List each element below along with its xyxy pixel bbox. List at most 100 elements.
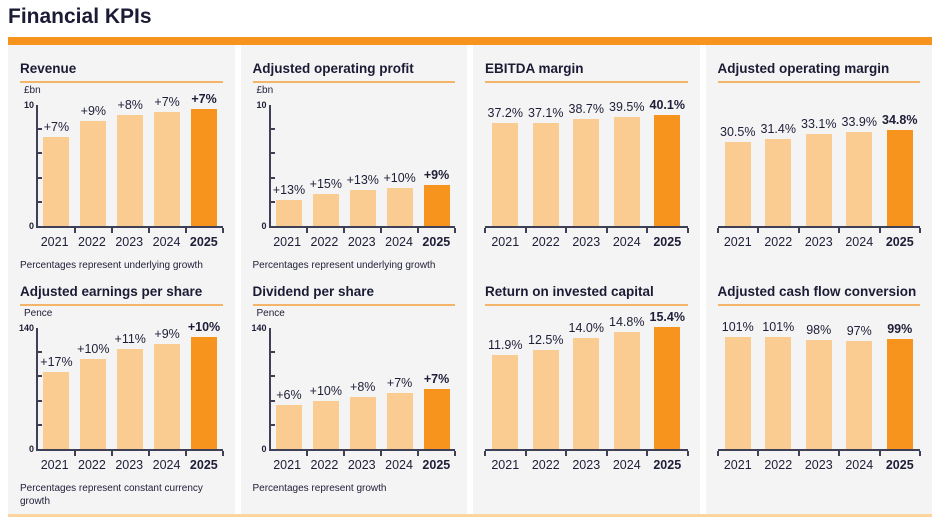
x-axis-tick	[797, 228, 800, 233]
x-axis-tick	[417, 228, 420, 233]
bars-area: +6% +10% +8% +7% +7%	[271, 328, 456, 449]
bar-2023	[573, 338, 600, 449]
bar-2023	[117, 349, 144, 449]
bar-2022	[532, 350, 559, 449]
x-axis-tick	[484, 451, 486, 456]
bar-value-label: +8%	[117, 98, 143, 112]
year-label-2022: 2022	[764, 458, 793, 472]
bar-2025	[423, 185, 450, 226]
bar-value-label: 14.8%	[609, 315, 645, 329]
bar-value-label: 33.9%	[841, 115, 877, 129]
x-axis-tick	[454, 228, 456, 233]
year-labels: 2021 2022 2023 2024 2025	[485, 458, 688, 472]
bar-slot-2024: +7%	[381, 376, 418, 449]
bars-area: +7% +9% +8% +7% +7%	[38, 92, 223, 226]
x-axis-tick	[716, 228, 719, 233]
chart-title-rule	[252, 81, 455, 83]
bar-2024	[613, 332, 640, 449]
chart-footnote: Percentages represent growth	[252, 483, 387, 494]
x-axis-tick	[878, 451, 881, 456]
bar-slot-2025: +7%	[418, 372, 455, 449]
bar-value-label: 40.1%	[649, 98, 685, 112]
chart-title-rule	[717, 304, 920, 306]
year-label-2021: 2021	[723, 458, 752, 472]
bar-2023	[805, 340, 832, 449]
plot-area: £bn 10 0 +13% +15% +13% +10% +9%	[256, 85, 456, 233]
bar-value-label: +9%	[423, 168, 450, 182]
bar-slot-2025: +10%	[186, 320, 223, 449]
year-label-2022: 2022	[764, 235, 793, 249]
bar-value-label: 33.1%	[801, 117, 837, 131]
year-label-2022: 2022	[531, 458, 560, 472]
bar-slot-2023: 38.7%	[566, 102, 607, 226]
bar-2023	[349, 397, 376, 449]
bar-value-label: +7%	[43, 120, 70, 134]
year-label-2025: 2025	[885, 458, 914, 472]
y-axis-min-label: 0	[261, 444, 267, 454]
bar-value-label: 101%	[762, 320, 795, 334]
bar-2023	[573, 119, 600, 226]
year-label-2024: 2024	[385, 458, 413, 472]
chart-dividend-per-share: Dividend per share Pence 140 0 +6% +10% +8% +7%…	[251, 277, 456, 514]
x-axis-tick	[646, 228, 648, 233]
x-axis-tick	[646, 451, 648, 456]
y-axis-tick	[38, 200, 42, 203]
bar-value-label: +8%	[350, 380, 376, 394]
chart-adjusted-earnings-per-share: Adjusted earnings per share Pence 140 0 +17%…	[19, 277, 224, 514]
year-label-2024: 2024	[845, 235, 874, 249]
bar-slot-2023: +11%	[112, 332, 149, 449]
bar-slot-2022: +10%	[307, 384, 344, 449]
bar-value-label: 11.9%	[487, 338, 523, 352]
bar-value-label: +7%	[191, 92, 217, 106]
chart-title: Adjusted operating profit	[252, 61, 414, 76]
bar-slot-2022: 31.4%	[758, 122, 799, 226]
year-labels: 2021 2022 2023 2024 2025	[718, 235, 921, 249]
x-axis-tick	[524, 228, 527, 233]
year-label-2022: 2022	[310, 235, 339, 249]
bar-slot-2023: 98%	[799, 323, 840, 449]
year-label-2024: 2024	[845, 458, 874, 472]
year-label-2024: 2024	[152, 458, 181, 472]
bar-value-label: +7%	[386, 376, 413, 390]
bar-slot-2021: 101%	[718, 320, 759, 449]
year-labels: 2021 2022 2023 2024 2025	[718, 458, 921, 472]
bar-value-label: +9%	[80, 104, 107, 118]
x-axis-tick	[417, 451, 420, 456]
chart-title: Dividend per share	[252, 284, 375, 299]
chart-adjusted-cash-flow-conversion: Adjusted cash flow conversion 101% 101% 98%…	[716, 277, 921, 514]
bar-2021	[43, 372, 70, 449]
chart-footnote: Percentages represent underlying growth	[252, 260, 436, 271]
bar-value-label: 37.2%	[487, 106, 523, 120]
bar-slot-2021: +6%	[271, 388, 308, 449]
y-axis-tick	[38, 176, 42, 179]
bar-slot-2025: 15.4%	[647, 310, 688, 449]
axis-unit-label: Pence	[256, 308, 285, 319]
year-label-2023: 2023	[347, 235, 376, 249]
page-title: Financial KPIs	[8, 5, 152, 28]
x-axis-tick	[110, 228, 113, 233]
year-label-2025: 2025	[422, 458, 451, 472]
year-label-2024: 2024	[612, 235, 641, 249]
year-labels: 2021 2022 2023 2024 2025	[269, 235, 456, 249]
bar-2022	[80, 121, 107, 226]
x-axis-tick	[919, 228, 921, 233]
y-axis-min-label: 0	[28, 221, 34, 231]
bar-2021	[724, 142, 751, 226]
x-axis-tick	[380, 228, 383, 233]
chart-adjusted-operating-margin: Adjusted operating margin 30.5% 31.4% 33.1%…	[716, 45, 921, 277]
bar-2025	[423, 389, 450, 449]
bar-slot-2024: +9%	[149, 327, 186, 449]
year-label-2021: 2021	[273, 235, 302, 249]
year-label-2025: 2025	[422, 235, 451, 249]
bar-value-label: +11%	[114, 332, 146, 346]
year-labels: 2021 2022 2023 2024 2025	[485, 235, 688, 249]
chart-title-rule	[485, 81, 688, 83]
bar-2025	[886, 130, 913, 226]
x-axis-tick	[524, 451, 527, 456]
year-label-2021: 2021	[491, 458, 520, 472]
year-label-2023: 2023	[804, 458, 833, 472]
bar-slot-2022: +9%	[75, 104, 112, 226]
year-labels: 2021 2022 2023 2024 2025	[36, 235, 223, 249]
chart-footnote: Percentages represent underlying growth	[20, 260, 203, 271]
